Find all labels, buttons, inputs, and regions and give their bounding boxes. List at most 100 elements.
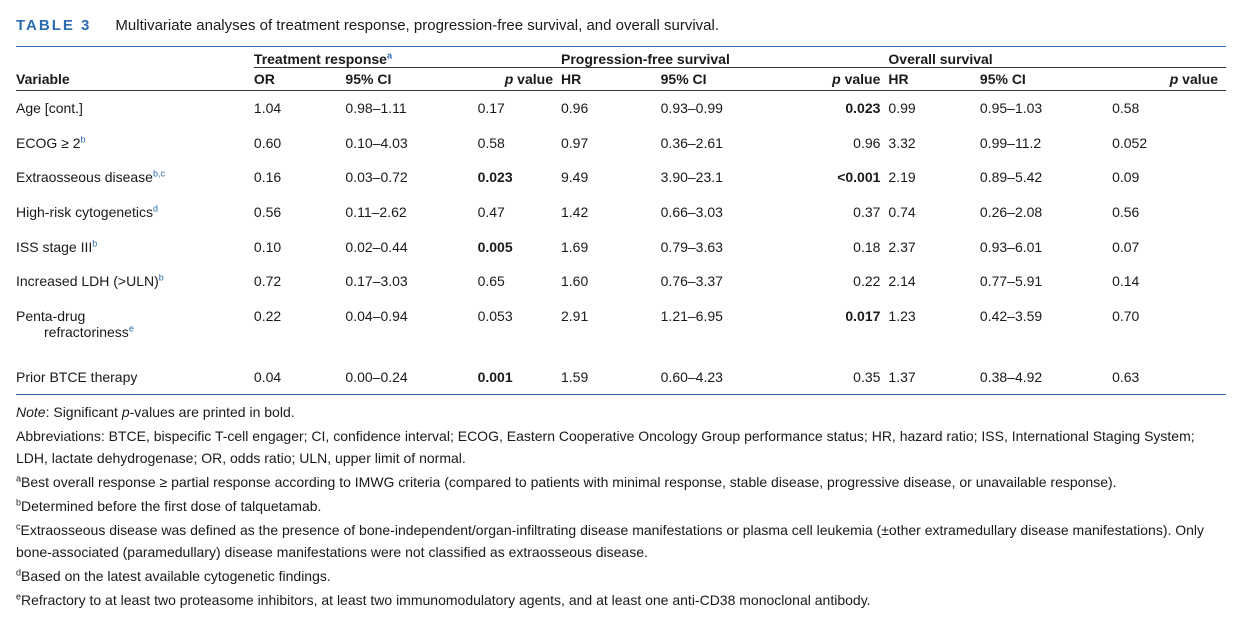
ci-cell: 0.79–3.63 xyxy=(660,238,723,255)
table-label: TABLE 3 xyxy=(16,16,92,34)
p-cell: 0.052 xyxy=(1112,134,1148,151)
footnote-e: eRefractory to at least two proteasome i… xyxy=(16,591,871,609)
header-p-value: p value xyxy=(800,67,889,91)
ci-cell: 0.36–2.61 xyxy=(660,134,723,151)
group-os: Overall survival xyxy=(888,47,1226,68)
ci-cell: 0.10–4.03 xyxy=(345,134,408,151)
or-cell: 0.16 xyxy=(253,169,282,186)
table-figure: TABLE 3 Multivariate analyses of treatme… xyxy=(16,10,1226,613)
bottom-rule xyxy=(16,394,1226,396)
variable-cell: ECOG ≥ 2b xyxy=(16,134,86,151)
top-rule xyxy=(16,46,1226,47)
ci-cell: 0.26–2.08 xyxy=(979,204,1043,221)
variable-cell: Age [cont.] xyxy=(16,100,83,117)
header-p-value: p value xyxy=(1112,67,1226,91)
ci-cell: 0.42–3.59 xyxy=(979,307,1043,324)
table-row: Extraosseous diseaseb,c 0.16 0.03–0.72 0… xyxy=(16,160,1226,195)
header-variable: Variable xyxy=(16,67,254,91)
footnote-a: aBest overall response ≥ partial respons… xyxy=(16,473,1117,491)
p-cell: 0.09 xyxy=(1112,169,1140,186)
group-treatment-response: Treatment responsea xyxy=(253,47,561,68)
header-ci: 95% CI xyxy=(660,67,801,91)
p-cell: 0.70 xyxy=(1112,307,1140,324)
hr-cell: 1.60 xyxy=(561,273,589,290)
hr-cell: 0.99 xyxy=(888,100,916,117)
p-cell: 0.96 xyxy=(853,134,881,151)
ci-cell: 0.60–4.23 xyxy=(660,368,723,385)
p-cell: 0.053 xyxy=(477,307,513,324)
variable-cell: High-risk cytogeneticsd xyxy=(16,203,158,221)
table-row: ISS stage IIIb 0.10 0.02–0.44 0.005 1.69… xyxy=(16,229,1226,264)
table-footnotes: Note: Significant p-values are printed i… xyxy=(16,401,1226,611)
p-cell: 0.22 xyxy=(853,273,881,290)
hr-cell: 3.32 xyxy=(888,134,916,151)
variable-cell: Increased LDH (>ULN)b xyxy=(16,272,164,290)
table-title: Multivariate analyses of treatment respo… xyxy=(115,16,720,34)
header-ci: 95% CI xyxy=(979,67,1113,91)
ci-cell: 0.93–0.99 xyxy=(660,100,723,117)
or-cell: 0.56 xyxy=(253,204,282,221)
hr-cell: 0.97 xyxy=(561,134,589,151)
ci-cell: 0.99–11.2 xyxy=(979,134,1042,151)
p-cell: 0.07 xyxy=(1112,238,1140,255)
or-cell: 0.10 xyxy=(253,238,282,255)
p-cell: <0.001 xyxy=(837,169,881,186)
or-cell: 0.22 xyxy=(253,307,282,324)
table-row: Age [cont.] 1.04 0.98–1.11 0.17 0.96 0.9… xyxy=(16,91,1226,126)
hr-cell: 0.74 xyxy=(888,204,916,221)
p-cell: 0.001 xyxy=(477,368,513,385)
p-cell: 0.017 xyxy=(845,307,881,324)
ci-cell: 1.21–6.95 xyxy=(660,307,723,324)
p-cell: 0.14 xyxy=(1112,273,1140,290)
footnote-d: dBased on the latest available cytogenet… xyxy=(16,567,331,585)
table-row: Prior BTCE therapy 0.04 0.00–0.24 0.001 … xyxy=(16,360,1226,395)
p-cell: 0.023 xyxy=(477,169,513,186)
ci-cell: 0.98–1.11 xyxy=(345,100,407,117)
ci-cell: 0.89–5.42 xyxy=(979,169,1043,186)
p-cell: 0.005 xyxy=(477,238,513,255)
hr-cell: 0.96 xyxy=(561,100,589,117)
p-cell: 0.35 xyxy=(853,368,881,385)
ci-cell: 0.04–0.94 xyxy=(345,307,408,324)
header-hr: HR xyxy=(888,67,980,91)
or-cell: 0.72 xyxy=(253,273,282,290)
ci-cell: 0.02–0.44 xyxy=(345,238,408,255)
hr-cell: 1.42 xyxy=(561,204,589,221)
hr-cell: 1.69 xyxy=(561,238,589,255)
p-cell: 0.17 xyxy=(477,100,505,117)
table-row: Penta-drug refractorinesse 0.22 0.04–0.94… xyxy=(16,299,1226,360)
p-cell: 0.56 xyxy=(1112,204,1140,221)
header-ci: 95% CI xyxy=(345,67,478,91)
ci-cell: 0.93–6.01 xyxy=(979,238,1043,255)
ci-cell: 3.90–23.1 xyxy=(660,169,723,186)
ci-cell: 0.11–2.62 xyxy=(345,204,407,221)
header-or: OR xyxy=(253,67,346,91)
or-cell: 0.04 xyxy=(253,368,282,385)
ci-cell: 0.03–0.72 xyxy=(345,169,408,186)
p-cell: 0.023 xyxy=(845,100,881,117)
table-row: ECOG ≥ 2b 0.60 0.10–4.03 0.58 0.97 0.36–… xyxy=(16,126,1226,161)
variable-cell: Extraosseous diseaseb,c xyxy=(16,168,165,186)
results-table: Treatment responsea Progression-free sur… xyxy=(16,47,1226,394)
hr-cell: 2.91 xyxy=(561,307,589,324)
group-header-row: Treatment responsea Progression-free sur… xyxy=(16,47,1226,68)
p-cell: 0.37 xyxy=(853,204,881,221)
ci-cell: 0.77–5.91 xyxy=(979,273,1043,290)
variable-cell: Prior BTCE therapy xyxy=(16,368,138,385)
header-p-value: p value xyxy=(477,67,561,91)
ci-cell: 0.76–3.37 xyxy=(660,273,723,290)
column-header-row: Variable OR 95% CI p value HR 95% CI p v… xyxy=(16,67,1226,91)
hr-cell: 2.19 xyxy=(888,169,916,186)
hr-cell: 2.14 xyxy=(888,273,916,290)
ci-cell: 0.66–3.03 xyxy=(660,204,723,221)
or-cell: 0.60 xyxy=(253,134,282,151)
header-hr: HR xyxy=(561,67,661,91)
table-row: High-risk cytogeneticsd 0.56 0.11–2.62 0… xyxy=(16,195,1226,230)
table-row: Increased LDH (>ULN)b 0.72 0.17–3.03 0.6… xyxy=(16,264,1226,299)
p-cell: 0.47 xyxy=(477,204,505,221)
abbreviations: Abbreviations: BTCE, bispecific T-cell e… xyxy=(16,428,1195,467)
note-line: Note: Significant p-values are printed i… xyxy=(16,404,295,421)
p-cell: 0.65 xyxy=(477,273,505,290)
ci-cell: 0.95–1.03 xyxy=(979,100,1043,117)
p-cell: 0.18 xyxy=(853,238,881,255)
